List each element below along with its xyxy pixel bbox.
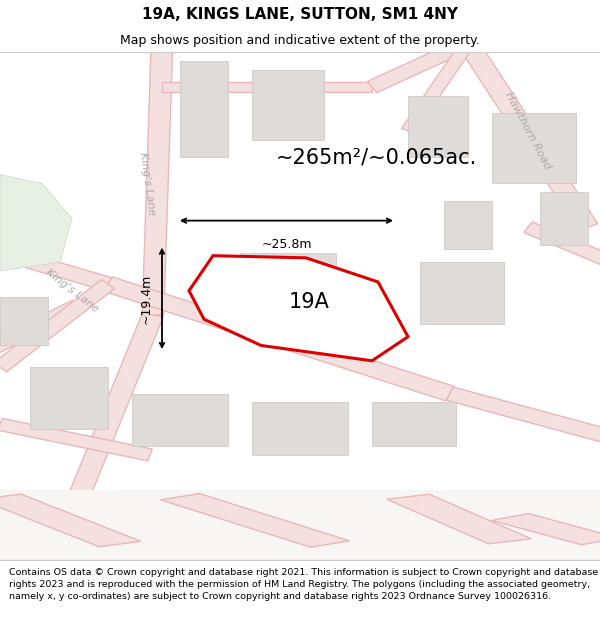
Polygon shape xyxy=(0,494,141,547)
Polygon shape xyxy=(132,394,228,446)
Text: 19A, KINGS LANE, SUTTON, SM1 4NY: 19A, KINGS LANE, SUTTON, SM1 4NY xyxy=(142,7,458,22)
Polygon shape xyxy=(0,242,112,291)
Polygon shape xyxy=(492,113,576,183)
Text: Map shows position and indicative extent of the property.: Map shows position and indicative extent… xyxy=(120,34,480,47)
Text: ~25.8m: ~25.8m xyxy=(261,238,312,251)
Polygon shape xyxy=(0,298,48,346)
Text: Contains OS data © Crown copyright and database right 2021. This information is : Contains OS data © Crown copyright and d… xyxy=(9,568,598,601)
Polygon shape xyxy=(367,38,473,92)
Bar xyxy=(0,489,600,560)
Polygon shape xyxy=(540,192,588,245)
Polygon shape xyxy=(386,494,532,544)
Text: 19A: 19A xyxy=(289,292,330,312)
Polygon shape xyxy=(491,514,600,545)
Polygon shape xyxy=(240,254,336,324)
Polygon shape xyxy=(420,262,504,324)
Polygon shape xyxy=(104,277,454,401)
Polygon shape xyxy=(372,402,456,446)
Polygon shape xyxy=(444,201,492,249)
Text: King's Lane: King's Lane xyxy=(44,267,100,314)
Polygon shape xyxy=(0,300,83,356)
Polygon shape xyxy=(68,312,163,501)
Polygon shape xyxy=(446,387,600,444)
Text: Hawthorn Road: Hawthorn Road xyxy=(503,91,553,171)
Polygon shape xyxy=(408,96,468,157)
Polygon shape xyxy=(401,41,475,133)
Text: ~19.4m: ~19.4m xyxy=(140,273,153,324)
Polygon shape xyxy=(189,256,408,361)
Text: King's Lane: King's Lane xyxy=(137,151,157,216)
Polygon shape xyxy=(0,279,115,372)
Polygon shape xyxy=(160,494,350,547)
Text: ~265m²/~0.065ac.: ~265m²/~0.065ac. xyxy=(276,147,477,167)
Polygon shape xyxy=(30,368,108,429)
Polygon shape xyxy=(458,40,598,231)
Polygon shape xyxy=(0,418,152,461)
Polygon shape xyxy=(162,82,372,92)
Text: Warren Park Road: Warren Park Road xyxy=(209,294,307,341)
Polygon shape xyxy=(524,222,600,268)
Polygon shape xyxy=(180,61,228,157)
Polygon shape xyxy=(252,402,348,455)
Polygon shape xyxy=(0,174,72,271)
Polygon shape xyxy=(162,36,528,51)
Polygon shape xyxy=(142,43,173,315)
Polygon shape xyxy=(252,69,324,139)
